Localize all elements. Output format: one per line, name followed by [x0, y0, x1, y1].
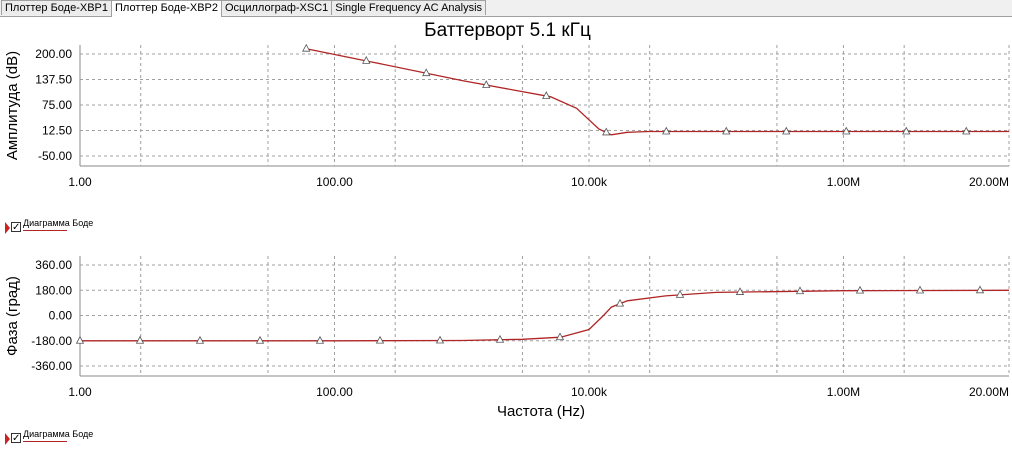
- y-tick-label: 200.00: [35, 47, 72, 61]
- data-point-marker: [662, 126, 671, 135]
- tab-2[interactable]: Плоттер Боде-XBP2: [111, 0, 222, 17]
- legend-label: Диаграмма Боде: [23, 218, 94, 228]
- x-tick-label: 1.00M: [827, 385, 860, 399]
- data-point-marker: [362, 55, 371, 64]
- x-tick-label: 1.00M: [827, 175, 860, 189]
- data-point-marker: [782, 126, 791, 135]
- tab-bar: Плоттер Боде-XBP1 Плоттер Боде-XBP2 Осцилл…: [0, 0, 1012, 17]
- x-tick-label: 10.00k: [571, 175, 608, 189]
- data-point-marker: [495, 334, 505, 343]
- data-point-marker: [375, 335, 385, 344]
- y-tick-label: 75.00: [42, 98, 72, 112]
- data-point-marker: [855, 285, 865, 294]
- data-point-marker: [722, 126, 731, 135]
- x-axis-label: Частота (Hz): [497, 403, 585, 420]
- data-point-marker: [902, 126, 911, 135]
- chart-panel-2: 360.00 180.00 0.00 -180.00 -360.00 1.00 100.00…: [4, 256, 1010, 420]
- y-axis-label: Амплитуда (dB): [4, 51, 21, 160]
- data-point-marker: [675, 290, 685, 298]
- tab-3[interactable]: Осциллограф-XSC1: [221, 0, 333, 15]
- chart-title: Баттерворт 5.1 кГц: [424, 20, 591, 41]
- data-point-marker: [962, 126, 971, 135]
- data-point-marker: [615, 298, 625, 307]
- data-point-marker: [195, 335, 205, 344]
- x-tick-label: 100.00: [316, 385, 353, 399]
- data-point-marker: [482, 80, 491, 88]
- data-point-marker: [75, 335, 85, 344]
- legend-arrow-icon: [5, 222, 10, 234]
- x-tick-label: 100.00: [316, 175, 353, 189]
- data-point-marker: [302, 43, 311, 52]
- y-tick-label: 12.50: [42, 124, 72, 138]
- data-point-marker: [735, 287, 745, 295]
- checkbox-icon[interactable]: ✓: [11, 222, 21, 233]
- tab-4[interactable]: Single Frequency AC Analysis: [331, 0, 487, 15]
- data-point-marker: [435, 335, 445, 344]
- y-axis-label: Фаза (град): [4, 276, 21, 356]
- y-tick-label: 180.00: [35, 283, 72, 297]
- y-tick-label: -180.00: [31, 334, 72, 348]
- data-point-marker: [555, 332, 565, 341]
- data-point-marker: [975, 285, 985, 294]
- chart-panel-1: 200.00 137.50 75.00 12.50 -50.00 1.00 100.00 10…: [4, 43, 1010, 189]
- series-line: [306, 48, 1009, 136]
- checkbox-icon[interactable]: ✓: [11, 433, 21, 444]
- x-tick-label: 20.00M: [969, 385, 1009, 399]
- legend-swatch: [23, 441, 67, 442]
- data-point-marker: [315, 335, 325, 344]
- y-tick-label: -50.00: [38, 149, 72, 163]
- data-point-marker: [602, 127, 611, 136]
- series-line: [80, 289, 1010, 342]
- x-tick-label: 10.00k: [571, 385, 608, 399]
- x-tick-label: 1.00: [68, 175, 92, 189]
- data-point-marker: [795, 286, 805, 295]
- data-point-marker: [542, 91, 551, 99]
- x-tick-label: 1.00: [68, 385, 92, 399]
- y-tick-label: 360.00: [35, 258, 72, 272]
- y-tick-label: -360.00: [31, 359, 72, 373]
- legend-label: Диаграмма Боде: [23, 429, 94, 439]
- data-point-marker: [255, 335, 265, 344]
- data-point-marker: [135, 335, 145, 344]
- data-point-marker: [422, 68, 431, 77]
- x-tick-label: 20.00M: [969, 175, 1009, 189]
- data-point-marker: [842, 126, 851, 135]
- y-tick-label: 137.50: [35, 73, 72, 87]
- data-point-marker: [915, 285, 925, 294]
- tab-1[interactable]: Плоттер Боде-XBP1: [1, 0, 112, 15]
- tabs: Плоттер Боде-XBP1 Плоттер Боде-XBP2 Осцилл…: [1, 0, 487, 17]
- y-tick-label: 0.00: [49, 309, 73, 323]
- legend-arrow-icon: [5, 433, 10, 445]
- legend-swatch: [23, 230, 67, 231]
